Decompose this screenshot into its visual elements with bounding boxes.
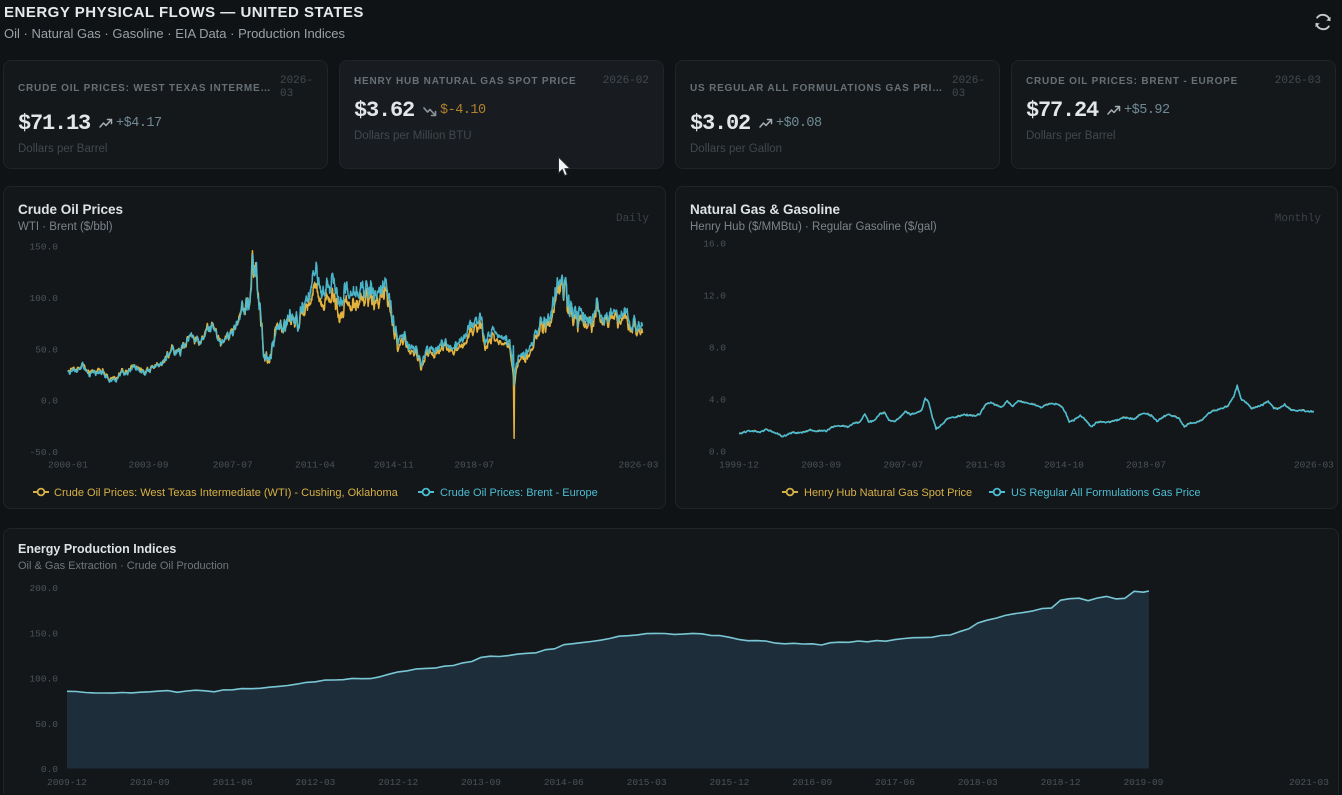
- svg-text:2017-06: 2017-06: [875, 777, 915, 788]
- svg-text:50.0: 50.0: [35, 719, 58, 730]
- svg-text:2011-06: 2011-06: [213, 777, 253, 788]
- svg-text:2012-12: 2012-12: [378, 777, 418, 788]
- svg-text:150.0: 150.0: [29, 242, 58, 253]
- svg-text:2013-09: 2013-09: [461, 777, 501, 788]
- svg-text:2015-12: 2015-12: [709, 777, 749, 788]
- svg-text:2021-03: 2021-03: [1289, 777, 1329, 788]
- svg-text:2003-09: 2003-09: [129, 460, 169, 471]
- svg-text:2018-12: 2018-12: [1041, 777, 1081, 788]
- svg-text:2007-07: 2007-07: [213, 460, 253, 471]
- svg-text:0.0: 0.0: [41, 764, 58, 775]
- svg-text:2003-09: 2003-09: [801, 460, 841, 471]
- svg-text:2007-07: 2007-07: [883, 460, 923, 471]
- svg-text:2012-03: 2012-03: [295, 777, 335, 788]
- svg-text:2018-03: 2018-03: [958, 777, 998, 788]
- svg-text:100.0: 100.0: [29, 293, 58, 304]
- svg-text:2011-04: 2011-04: [295, 460, 335, 471]
- svg-text:2026-03: 2026-03: [619, 460, 659, 471]
- svg-text:150.0: 150.0: [29, 628, 58, 639]
- svg-text:100.0: 100.0: [29, 674, 58, 685]
- svg-text:Henry Hub Natural Gas Spot Pri: Henry Hub Natural Gas Spot Price: [804, 487, 972, 499]
- svg-text:0.0: 0.0: [41, 396, 58, 407]
- svg-text:Crude Oil Prices: West Texas I: Crude Oil Prices: West Texas Intermediat…: [54, 487, 399, 499]
- svg-text:8.0: 8.0: [709, 343, 726, 354]
- svg-text:2026-03: 2026-03: [1294, 460, 1334, 471]
- svg-text:4.0: 4.0: [709, 395, 726, 406]
- svg-text:2019-09: 2019-09: [1123, 777, 1163, 788]
- svg-text:-50.0: -50.0: [29, 447, 58, 458]
- svg-text:2018-07: 2018-07: [454, 460, 494, 471]
- svg-text:2018-07: 2018-07: [1126, 460, 1166, 471]
- svg-text:2014-10: 2014-10: [1044, 460, 1084, 471]
- svg-text:2014-11: 2014-11: [374, 460, 414, 471]
- svg-text:0.0: 0.0: [709, 447, 726, 458]
- svg-text:2000-01: 2000-01: [48, 460, 88, 471]
- svg-text:2016-09: 2016-09: [792, 777, 832, 788]
- svg-text:2009-12: 2009-12: [47, 777, 87, 788]
- svg-text:2011-03: 2011-03: [965, 460, 1005, 471]
- svg-text:2010-09: 2010-09: [130, 777, 170, 788]
- svg-text:16.0: 16.0: [703, 239, 726, 250]
- svg-text:2014-06: 2014-06: [544, 777, 584, 788]
- svg-text:US Regular All Formulations Ga: US Regular All Formulations Gas Price: [1011, 487, 1201, 499]
- svg-text:2015-03: 2015-03: [627, 777, 667, 788]
- svg-text:Crude Oil Prices: Brent - Euro: Crude Oil Prices: Brent - Europe: [440, 487, 598, 499]
- svg-text:1999-12: 1999-12: [719, 460, 759, 471]
- svg-text:200.0: 200.0: [29, 583, 58, 594]
- svg-text:12.0: 12.0: [703, 291, 726, 302]
- svg-text:50.0: 50.0: [35, 345, 58, 356]
